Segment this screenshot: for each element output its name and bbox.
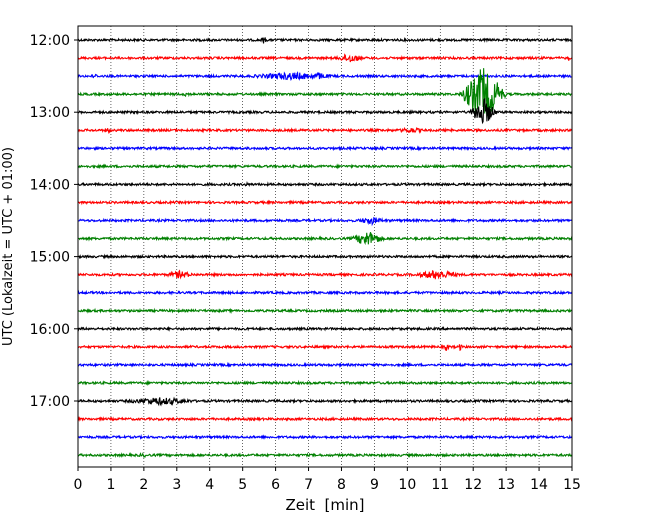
trace-1230 <box>77 71 573 82</box>
trace-1500 <box>77 253 573 260</box>
trace-1745 <box>77 452 573 459</box>
trace-1700 <box>77 396 573 407</box>
y-tick-label: 16:00 <box>30 322 70 338</box>
y-axis-label: UTC (Lokalzeit = UTC + 01:00) <box>1 147 16 346</box>
x-tick-label: 6 <box>271 477 280 493</box>
trace-1445 <box>77 232 573 246</box>
y-tick-label: 14:00 <box>30 177 70 193</box>
trace-1430 <box>77 216 573 227</box>
x-tick-label: 5 <box>238 477 247 493</box>
x-axis-label: Zeit [min] <box>285 496 364 514</box>
x-tick-label: 9 <box>370 477 379 493</box>
traces <box>77 36 573 459</box>
y-tick-label: 15:00 <box>30 250 70 266</box>
y-tick-label: 12:00 <box>30 33 70 49</box>
trace-1715 <box>77 415 573 423</box>
x-tick-label: 1 <box>106 477 115 493</box>
trace-1530 <box>77 289 573 296</box>
trace-1315 <box>77 126 573 135</box>
trace-1545 <box>77 307 573 314</box>
x-tick-label: 15 <box>563 477 581 493</box>
trace-1400 <box>77 181 573 188</box>
plot-frame <box>77 25 573 468</box>
plot-area <box>78 26 572 467</box>
y-tick-label: 13:00 <box>30 105 70 121</box>
x-tick-label: 8 <box>337 477 346 493</box>
trace-1215 <box>77 53 573 63</box>
trace-1730 <box>77 433 573 441</box>
x-tick-label: 3 <box>172 477 181 493</box>
x-tick-label: 0 <box>74 477 83 493</box>
x-tick-label: 4 <box>205 477 214 493</box>
trace-1630 <box>77 361 573 368</box>
x-tick-label: 2 <box>139 477 148 493</box>
x-tick-label: 11 <box>431 477 449 493</box>
x-tick-label: 14 <box>530 477 548 493</box>
y-tick-label: 17:00 <box>30 394 70 410</box>
y-axis: 12:00 13:00 14:00 15:00 16:00 17:00 <box>30 33 78 410</box>
x-axis: 0 1 2 3 4 5 6 7 8 9 10 11 12 13 14 15 <box>74 467 581 493</box>
trace-1600 <box>77 325 573 332</box>
x-tick-label: 12 <box>464 477 482 493</box>
trace-1345 <box>77 163 573 170</box>
trace-1415 <box>77 199 573 206</box>
x-tick-label: 13 <box>497 477 515 493</box>
trace-1645 <box>77 379 573 387</box>
trace-1200 <box>77 36 573 44</box>
x-tick-label: 7 <box>304 477 313 493</box>
trace-1330 <box>77 145 573 152</box>
trace-1300 <box>77 98 573 125</box>
x-tick-label: 10 <box>398 477 416 493</box>
trace-1515 <box>77 269 573 280</box>
trace-1615 <box>77 343 573 352</box>
